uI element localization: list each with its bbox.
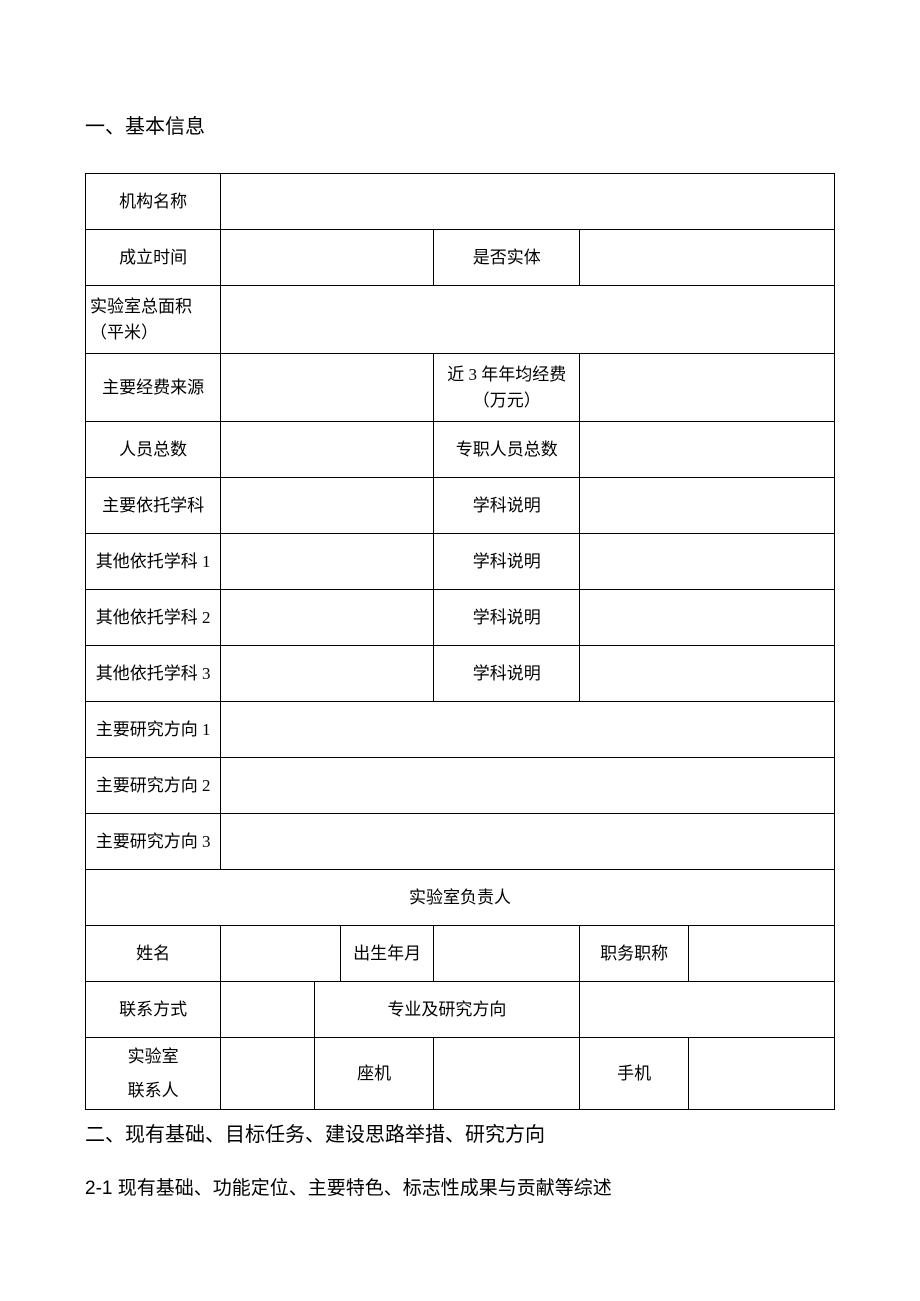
- table-row: 实验室负责人: [86, 870, 835, 926]
- cell-label-name: 姓名: [86, 926, 221, 982]
- table-row: 机构名称: [86, 174, 835, 230]
- cell-value-funding-source: [221, 354, 434, 422]
- cell-label-discipline-desc-2: 学科说明: [434, 590, 580, 646]
- table-row: 主要研究方向 3: [86, 814, 835, 870]
- cell-value-total-staff: [221, 422, 434, 478]
- cell-label-lab-contact-2: 联系人: [86, 1074, 221, 1110]
- cell-value-discipline-desc-3: [580, 646, 835, 702]
- cell-value-landline: [434, 1038, 580, 1110]
- cell-label-other-discipline-1: 其他依托学科 1: [86, 534, 221, 590]
- table-row: 姓名 出生年月 职务职称: [86, 926, 835, 982]
- cell-label-discipline-desc-1: 学科说明: [434, 534, 580, 590]
- cell-label-discipline-desc: 学科说明: [434, 478, 580, 534]
- cell-value-mobile: [689, 1038, 835, 1110]
- cell-label-funding-source: 主要经费来源: [86, 354, 221, 422]
- table-row: 主要经费来源 近 3 年年均经费（万元）: [86, 354, 835, 422]
- cell-value-discipline-desc-1: [580, 534, 835, 590]
- table-row: 其他依托学科 1 学科说明: [86, 534, 835, 590]
- cell-value-name: [221, 926, 341, 982]
- cell-value-founding-date: [221, 230, 434, 286]
- table-row: 实验室 座机 手机: [86, 1038, 835, 1074]
- cell-value-total-area: [221, 286, 835, 354]
- cell-header-lab-director: 实验室负责人: [86, 870, 835, 926]
- cell-label-mobile: 手机: [580, 1038, 689, 1110]
- cell-label-total-staff: 人员总数: [86, 422, 221, 478]
- basic-info-table: 机构名称 成立时间 是否实体 实验室总面积（平米） 主要经费来源 近 3 年年均…: [85, 173, 835, 1110]
- cell-value-research-dir-1: [221, 702, 835, 758]
- cell-label-research-dir-1: 主要研究方向 1: [86, 702, 221, 758]
- cell-value-research-dir-2: [221, 758, 835, 814]
- table-row: 其他依托学科 3 学科说明: [86, 646, 835, 702]
- cell-value-is-entity: [580, 230, 835, 286]
- table-row: 主要研究方向 1: [86, 702, 835, 758]
- table-row: 主要依托学科 学科说明: [86, 478, 835, 534]
- table-row: 成立时间 是否实体: [86, 230, 835, 286]
- cell-value-discipline-desc-2: [580, 590, 835, 646]
- cell-label-other-discipline-3: 其他依托学科 3: [86, 646, 221, 702]
- cell-label-discipline-desc-3: 学科说明: [434, 646, 580, 702]
- section-1-title: 一、基本信息: [85, 110, 835, 139]
- cell-value-avg-funding: [580, 354, 835, 422]
- cell-label-is-entity: 是否实体: [434, 230, 580, 286]
- cell-label-fulltime-staff: 专职人员总数: [434, 422, 580, 478]
- cell-value-position: [689, 926, 835, 982]
- cell-label-lab-contact-1: 实验室: [86, 1038, 221, 1074]
- table-row: 其他依托学科 2 学科说明: [86, 590, 835, 646]
- cell-label-position: 职务职称: [580, 926, 689, 982]
- cell-value-lab-contact: [221, 1038, 315, 1110]
- table-row: 人员总数 专职人员总数: [86, 422, 835, 478]
- section-2-1-subtitle: 2-1 现有基础、功能定位、主要特色、标志性成果与贡献等综述: [85, 1173, 835, 1200]
- cell-label-research-dir-3: 主要研究方向 3: [86, 814, 221, 870]
- cell-value-other-discipline-3: [221, 646, 434, 702]
- table-row: 实验室总面积（平米）: [86, 286, 835, 354]
- cell-value-discipline-desc: [580, 478, 835, 534]
- section-2-title: 二、现有基础、目标任务、建设思路举措、研究方向: [85, 1118, 835, 1147]
- cell-value-birth: [434, 926, 580, 982]
- cell-value-other-discipline-2: [221, 590, 434, 646]
- cell-label-org-name: 机构名称: [86, 174, 221, 230]
- cell-label-research-dir-2: 主要研究方向 2: [86, 758, 221, 814]
- table-row: 主要研究方向 2: [86, 758, 835, 814]
- cell-label-birth: 出生年月: [340, 926, 434, 982]
- cell-label-landline: 座机: [314, 1038, 434, 1110]
- cell-value-main-discipline: [221, 478, 434, 534]
- cell-label-avg-funding: 近 3 年年均经费（万元）: [434, 354, 580, 422]
- cell-value-contact: [221, 982, 315, 1038]
- cell-value-research-dir-3: [221, 814, 835, 870]
- cell-value-org-name: [221, 174, 835, 230]
- cell-label-other-discipline-2: 其他依托学科 2: [86, 590, 221, 646]
- cell-label-contact: 联系方式: [86, 982, 221, 1038]
- cell-label-main-discipline: 主要依托学科: [86, 478, 221, 534]
- cell-label-total-area: 实验室总面积（平米）: [86, 286, 221, 354]
- cell-value-major: [580, 982, 835, 1038]
- cell-label-founding-date: 成立时间: [86, 230, 221, 286]
- cell-label-major: 专业及研究方向: [314, 982, 579, 1038]
- table-row: 联系方式 专业及研究方向: [86, 982, 835, 1038]
- cell-value-other-discipline-1: [221, 534, 434, 590]
- cell-value-fulltime-staff: [580, 422, 835, 478]
